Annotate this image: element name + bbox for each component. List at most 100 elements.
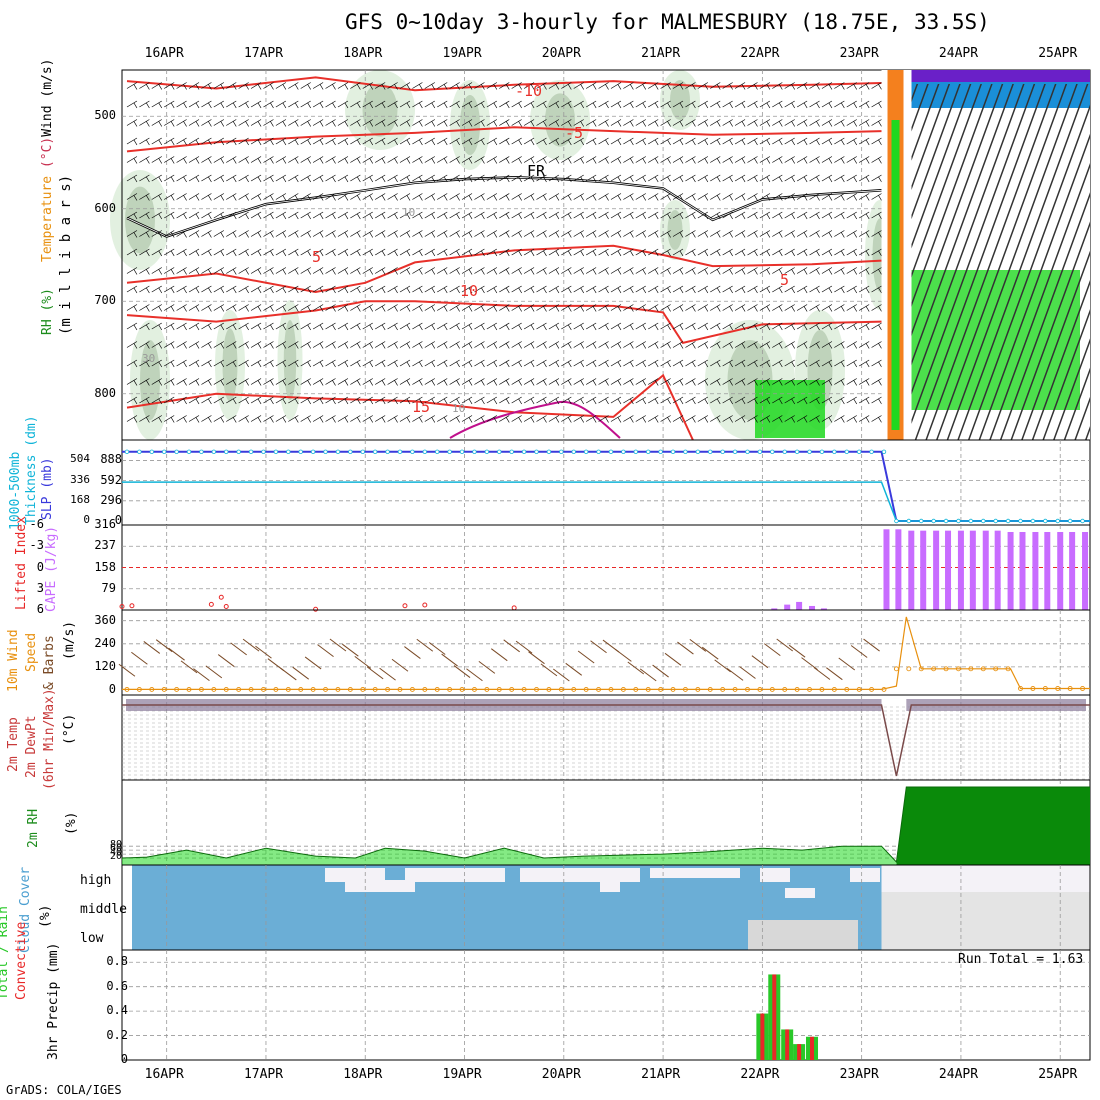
wind-speed-marker bbox=[906, 666, 912, 672]
wind-barb bbox=[858, 378, 870, 386]
date-label-bottom: 17APR bbox=[243, 1067, 284, 1082]
wind-barb bbox=[747, 230, 758, 238]
wind-barb bbox=[623, 359, 634, 368]
wind-barb bbox=[250, 100, 262, 109]
wind-barb bbox=[685, 285, 696, 294]
wind-barb bbox=[325, 174, 336, 183]
wind-barb bbox=[623, 156, 634, 164]
wind-barb bbox=[672, 378, 684, 386]
lifted-index-point bbox=[223, 603, 229, 609]
wind-barb bbox=[660, 248, 671, 257]
series-thickness bbox=[122, 481, 1090, 522]
cloud-clear-patch bbox=[520, 868, 640, 882]
wind-barb bbox=[672, 137, 684, 146]
wind-barb bbox=[759, 248, 771, 257]
wind-barb bbox=[387, 193, 398, 201]
wind-barb bbox=[511, 193, 522, 201]
wind-barb bbox=[151, 137, 163, 146]
wind-barb bbox=[201, 119, 212, 127]
wind-barb bbox=[499, 248, 510, 257]
wind-barb bbox=[784, 193, 796, 201]
cape-bar bbox=[820, 608, 827, 610]
wind-barb bbox=[846, 137, 858, 146]
wind-barb bbox=[226, 119, 237, 127]
wind-barb bbox=[201, 156, 212, 164]
wind-barb bbox=[213, 322, 225, 331]
wind-barb bbox=[461, 174, 473, 183]
wind-barb bbox=[511, 230, 522, 238]
wind-barb bbox=[412, 322, 423, 331]
wind-barb bbox=[374, 378, 386, 386]
wind-barb bbox=[858, 415, 870, 423]
slp-tick: 888 bbox=[100, 452, 122, 467]
wind-barb bbox=[250, 119, 262, 127]
wind-barb bbox=[362, 82, 374, 90]
slp-marker bbox=[161, 449, 167, 454]
wind-barb bbox=[424, 193, 436, 201]
wind-barb bbox=[176, 119, 187, 127]
wind-barb bbox=[871, 174, 882, 183]
cape-bar bbox=[895, 529, 902, 610]
wind-barb bbox=[263, 156, 274, 164]
wind-barb bbox=[610, 359, 622, 368]
wind-barb bbox=[660, 174, 671, 183]
wind-barb bbox=[126, 415, 138, 423]
wind-barb bbox=[176, 156, 187, 164]
wind-barb bbox=[374, 322, 386, 331]
wind-barb bbox=[300, 304, 312, 312]
rh-shade-inner bbox=[125, 186, 155, 254]
wind-barb bbox=[437, 230, 448, 238]
wind-speed-marker bbox=[397, 686, 403, 692]
wind-barb bbox=[660, 193, 671, 201]
wind-barb bbox=[511, 285, 522, 294]
wind-barb bbox=[449, 156, 460, 164]
wind-barb bbox=[871, 396, 882, 405]
wind-barb bbox=[238, 230, 249, 238]
wind-barb-10m bbox=[118, 663, 136, 677]
wind-barb bbox=[672, 230, 684, 238]
slp-marker bbox=[720, 449, 725, 454]
wind-barb bbox=[188, 100, 200, 109]
wind-speed-marker bbox=[261, 686, 266, 692]
precip-bar-convective bbox=[810, 1036, 815, 1060]
wind-barb bbox=[846, 156, 858, 164]
wind-barb bbox=[486, 137, 498, 146]
wind-barb bbox=[474, 341, 485, 349]
wind-barb bbox=[635, 100, 647, 109]
date-label-top: 18APR bbox=[343, 46, 383, 61]
wind-barb bbox=[362, 285, 374, 294]
wind-barb bbox=[312, 304, 324, 312]
date-label-bottom: 16APR bbox=[144, 1067, 184, 1082]
wind-barb bbox=[511, 322, 522, 331]
wind-barb bbox=[610, 137, 622, 146]
wind-barb bbox=[784, 230, 796, 238]
wind-barb bbox=[499, 322, 510, 331]
wind-barb bbox=[226, 359, 237, 368]
wind-barb bbox=[747, 193, 758, 201]
dewpt-axis-label-part: 2m DewPt bbox=[24, 715, 39, 778]
wind-barb bbox=[213, 82, 225, 90]
wind-barb bbox=[635, 267, 647, 275]
wind-barb bbox=[350, 82, 361, 90]
wind-barb bbox=[263, 100, 274, 109]
wind-barb bbox=[672, 156, 684, 164]
pressure-tick: 500 bbox=[94, 108, 116, 123]
wind-barb bbox=[722, 174, 733, 183]
wind-barb bbox=[585, 378, 597, 386]
wind-barb bbox=[648, 415, 659, 423]
wind-barb bbox=[672, 119, 684, 127]
wind-barb bbox=[573, 248, 585, 257]
date-label-bottom: 25APR bbox=[1038, 1067, 1078, 1082]
wind-barb bbox=[536, 415, 547, 423]
wind-barb-10m bbox=[379, 667, 396, 681]
wind-speed-marker bbox=[968, 666, 974, 672]
date-label-top: 24APR bbox=[938, 46, 979, 61]
wind-barb bbox=[648, 82, 659, 90]
slp-marker bbox=[770, 449, 775, 454]
wind-barb bbox=[685, 341, 696, 349]
wind-barb bbox=[536, 267, 547, 275]
wind-barb bbox=[362, 119, 374, 127]
wind-barb bbox=[697, 341, 709, 349]
wind-barb bbox=[263, 359, 274, 368]
wind-barb bbox=[672, 174, 684, 183]
